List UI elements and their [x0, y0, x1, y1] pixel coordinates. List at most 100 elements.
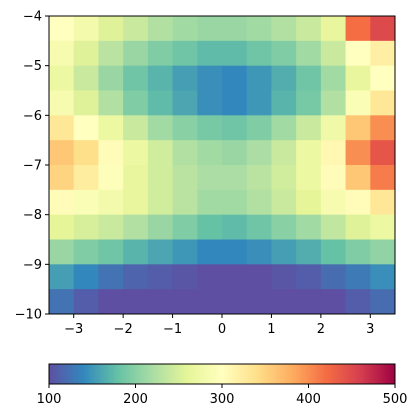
heatmap-cell: [49, 189, 75, 216]
heatmap-cell: [271, 239, 297, 265]
heatmap-cell: [123, 189, 149, 216]
heatmap-cell: [49, 165, 75, 191]
heatmap-cell: [49, 65, 75, 91]
x-tick-label: −2: [114, 322, 133, 337]
heatmap-cell: [98, 65, 124, 91]
heatmap-cell: [197, 140, 223, 166]
heatmap-cell: [73, 40, 99, 67]
heatmap-cell: [49, 140, 75, 166]
heatmap-cell: [246, 165, 272, 191]
heatmap-cell: [296, 214, 322, 240]
heatmap-cell: [320, 165, 347, 191]
heatmap-cell: [123, 239, 149, 265]
heatmap-cell: [222, 239, 248, 265]
heatmap-cell: [222, 214, 248, 240]
heatmap-cell: [296, 115, 322, 141]
heatmap-cell: [320, 115, 347, 141]
heatmap-cell: [320, 40, 347, 67]
heatmap-cell: [271, 40, 297, 67]
heatmap-cell: [271, 214, 297, 240]
heatmap-cell: [172, 214, 198, 240]
heatmap-cell: [172, 140, 198, 166]
heatmap-cell: [197, 289, 223, 315]
heatmap-cell: [246, 140, 272, 166]
heatmap-cell: [320, 239, 347, 265]
heatmap-cell: [123, 16, 149, 42]
heatmap-cell: [73, 90, 99, 116]
heatmap-cell: [197, 189, 223, 216]
heatmap-cell: [271, 16, 297, 42]
heatmap-cell: [147, 16, 174, 42]
heatmap-cell: [370, 239, 396, 265]
heatmap-cell: [73, 165, 99, 191]
heatmap-cell: [197, 16, 223, 42]
colorbar-gradient: [48, 363, 396, 385]
heatmap-cell: [98, 16, 124, 42]
heatmap-cell: [73, 16, 99, 42]
colorbar-tick-label: 200: [123, 392, 148, 407]
heatmap-cell: [197, 115, 223, 141]
heatmap-cell: [222, 264, 248, 290]
heatmap-cell: [98, 264, 124, 290]
heatmap-cell: [123, 264, 149, 290]
y-tick-label: −6: [23, 109, 42, 124]
heatmap-cell: [222, 189, 248, 216]
y-tick-label: −7: [23, 159, 42, 174]
heatmap-cell: [370, 289, 396, 315]
plot-area: [49, 16, 396, 315]
heatmap-cell: [73, 264, 99, 290]
heatmap-cell: [123, 289, 149, 315]
heatmap-cell: [172, 90, 198, 116]
heatmap-cell: [172, 65, 198, 91]
heatmap-cell: [271, 115, 297, 141]
heatmap-cell: [370, 214, 396, 240]
heatmap-cell: [73, 239, 99, 265]
heatmap-cell: [123, 65, 149, 91]
heatmap-cell: [172, 16, 198, 42]
heatmap-cell: [222, 165, 248, 191]
y-tick-label: −5: [23, 59, 42, 74]
heatmap-cell: [370, 264, 396, 290]
heatmap-cell: [147, 214, 174, 240]
heatmap-cell: [98, 40, 124, 67]
heatmap-cell: [49, 40, 75, 67]
heatmap-cell: [147, 189, 174, 216]
heatmap-cell: [98, 140, 124, 166]
heatmap-cell: [345, 40, 371, 67]
heatmap-cell: [345, 289, 371, 315]
heatmap-cell: [98, 165, 124, 191]
x-tick-label: 2: [317, 322, 325, 337]
heatmap-cell: [73, 115, 99, 141]
heatmap-cell: [73, 214, 99, 240]
heatmap-cell: [345, 16, 371, 42]
heatmap-cell: [246, 16, 272, 42]
x-axis: −3 −2 −1 0 1 2 3: [64, 314, 374, 337]
heatmap-cell: [197, 264, 223, 290]
heatmap-cell: [172, 289, 198, 315]
heatmap-cell: [345, 140, 371, 166]
heatmap-cell: [123, 214, 149, 240]
heatmap-cell: [296, 90, 322, 116]
heatmap-cell: [49, 115, 75, 141]
heatmap-cell: [98, 289, 124, 315]
y-axis: −4 −5 −6 −7 −8 −9 −10: [15, 10, 49, 323]
heatmap-cell: [147, 115, 174, 141]
heatmap-cell: [246, 289, 272, 315]
heatmap-cell: [197, 239, 223, 265]
heatmap-cell: [49, 90, 75, 116]
heatmap-cell: [73, 189, 99, 216]
heatmap-cell: [98, 189, 124, 216]
heatmap-cell: [320, 16, 347, 42]
heatmap-cell: [320, 264, 347, 290]
heatmap-cell: [147, 65, 174, 91]
heatmap-cell: [98, 115, 124, 141]
heatmap-cell: [123, 115, 149, 141]
heatmap-cell: [296, 16, 322, 42]
heatmap-cell: [222, 140, 248, 166]
heatmap-cell: [370, 40, 396, 67]
heatmap-cell: [246, 90, 272, 116]
heatmap-cell: [345, 264, 371, 290]
heatmap-cell: [147, 40, 174, 67]
colorbar-tick-label: 400: [296, 392, 321, 407]
y-tick-label: −4: [23, 10, 42, 25]
